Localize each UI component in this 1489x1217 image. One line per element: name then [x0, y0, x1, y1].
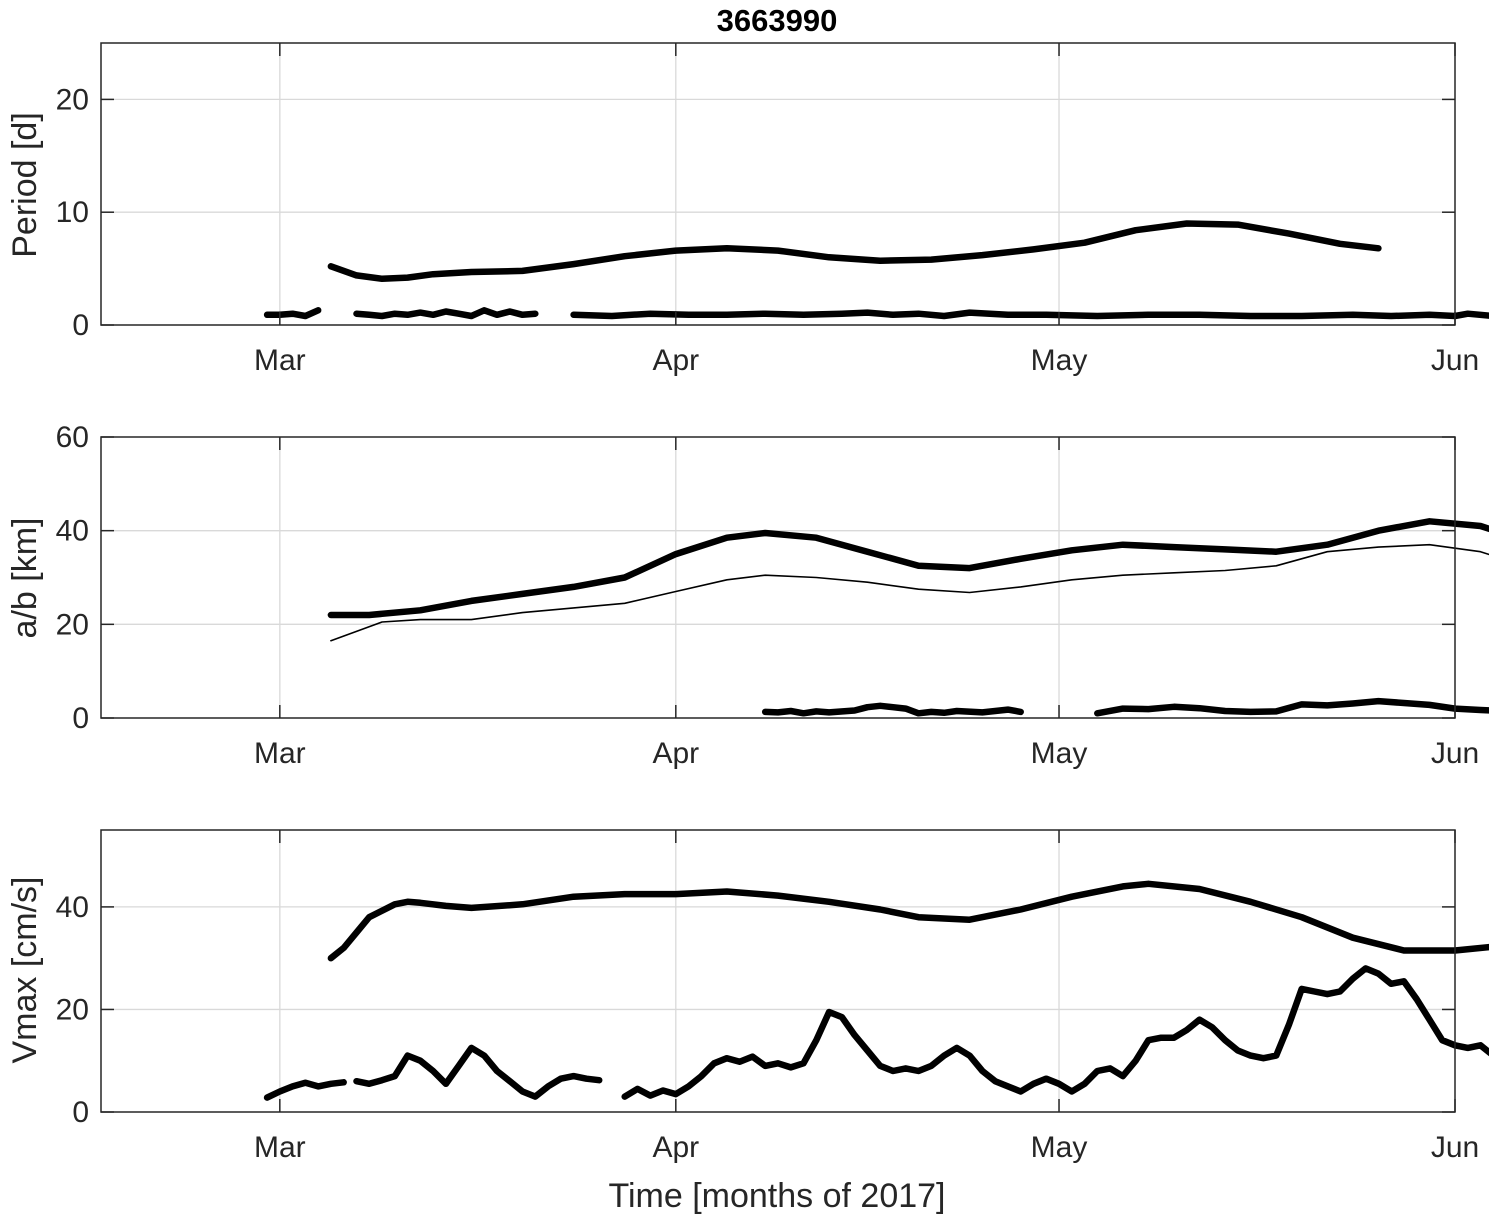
size-x-tick-label: Mar [254, 737, 306, 770]
period-y-tick-label: 10 [56, 196, 89, 229]
period-x-tick-label: Mar [254, 344, 306, 377]
period-y-tick-label: 0 [72, 309, 89, 342]
size-panel: Mar Apr May Jun 0 20 40 60 a/b [km] [6, 421, 1489, 770]
vmax-x-tick-label: Jun [1431, 1131, 1479, 1164]
vmax-series-4-line [621, 965, 1489, 1100]
vmax-axes-box [100, 829, 1456, 1113]
size-y-axis-label: a/b [km] [6, 518, 44, 639]
size-y-tick-label: 20 [56, 608, 89, 641]
period-x-tick-label: Apr [652, 344, 699, 377]
size-x-tick-label: Jun [1431, 737, 1479, 770]
vmax-y-tick-label: 40 [56, 891, 89, 924]
size-series-2-line [330, 543, 1489, 642]
vmax-y-tick-label: 20 [56, 993, 89, 1026]
size-series-1-line [327, 518, 1489, 619]
size-x-tick-label: Apr [652, 737, 699, 770]
x-axis-label: Time [months of 2017] [608, 1177, 945, 1215]
size-x-tick-label: May [1031, 737, 1088, 770]
size-y-tick-label: 0 [72, 702, 89, 735]
size-axes-box [100, 436, 1456, 719]
period-series-4-line [570, 309, 1489, 320]
vmax-x-tick-label: Mar [254, 1131, 306, 1164]
period-x-tick-label: Jun [1431, 344, 1479, 377]
vmax-x-tick-label: May [1031, 1131, 1088, 1164]
period-y-axis-label: Period [d] [6, 112, 44, 258]
vmax-series-1-line [327, 880, 1489, 962]
size-series-3-line [761, 702, 1024, 717]
size-y-tick-label: 40 [56, 515, 89, 548]
period-series-1-line [327, 220, 1382, 283]
vmax-y-tick-label: 0 [72, 1096, 89, 1129]
period-panel: Mar Apr May Jun 0 10 20 Period [d] [6, 42, 1489, 377]
period-series-3-line [353, 307, 539, 320]
period-x-tick-label: May [1031, 344, 1088, 377]
period-axes-box [100, 42, 1456, 326]
vmax-series-2-line [263, 1079, 347, 1101]
vmax-x-tick-label: Apr [652, 1131, 699, 1164]
vmax-series-3-line [353, 1044, 603, 1100]
period-y-tick-label: 20 [56, 83, 89, 116]
chart-title: 3663990 [717, 3, 838, 38]
size-series-4-line [1094, 697, 1489, 717]
period-series-2-line [263, 307, 322, 320]
vmax-y-axis-label: Vmax [cm/s] [6, 876, 44, 1063]
vmax-panel: Mar Apr May Jun 0 20 40 Vmax [cm/s] [6, 829, 1489, 1164]
size-y-tick-label: 60 [56, 421, 89, 454]
